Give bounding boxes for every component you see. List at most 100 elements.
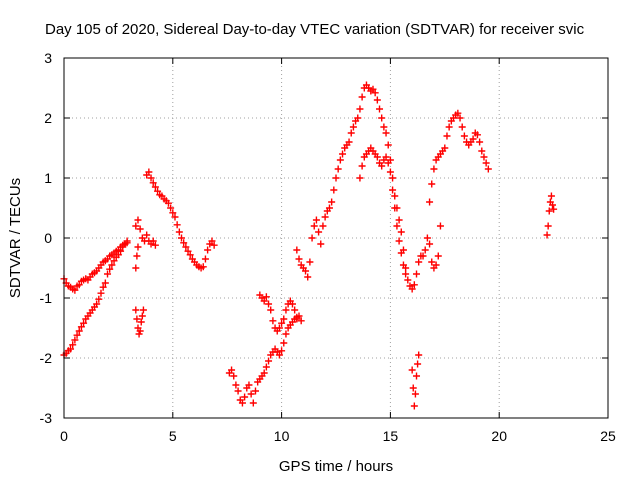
data-point [133, 315, 141, 323]
data-point [480, 153, 488, 161]
data-point [134, 216, 142, 224]
data-point [373, 153, 381, 161]
data-point [456, 114, 464, 122]
data-point [476, 138, 484, 146]
data-point [280, 315, 288, 323]
data-point [430, 165, 438, 173]
data-point [97, 289, 105, 297]
data-point [199, 263, 207, 271]
data-point [402, 270, 410, 278]
data-point [295, 255, 303, 263]
data-point [376, 105, 384, 113]
data-point [147, 174, 155, 182]
data-point [136, 225, 144, 233]
data-point [547, 192, 555, 200]
data-point [334, 165, 342, 173]
series-lower-middle-track [225, 291, 305, 407]
data-point [145, 168, 153, 176]
data-point [99, 283, 107, 291]
data-point [71, 286, 79, 294]
x-tick-label: 25 [600, 428, 616, 444]
data-point [262, 293, 270, 301]
data-point [80, 319, 88, 327]
data-point [373, 96, 381, 104]
data-point [460, 132, 468, 140]
data-point [380, 123, 388, 131]
data-point [132, 306, 140, 314]
data-point [484, 165, 492, 173]
data-point [210, 241, 218, 249]
data-point [260, 297, 268, 305]
data-point [278, 347, 286, 355]
data-point [339, 150, 347, 158]
data-point [354, 114, 362, 122]
data-point [293, 315, 301, 323]
data-point [245, 381, 253, 389]
data-point [275, 351, 283, 359]
data-point [358, 93, 366, 101]
data-point [77, 323, 85, 331]
y-tick-label: -2 [40, 350, 53, 366]
data-point [399, 261, 407, 269]
data-point [133, 252, 141, 260]
data-point [408, 285, 416, 293]
x-tick-label: 10 [274, 428, 290, 444]
data-point [371, 89, 379, 97]
data-point [234, 387, 242, 395]
data-point [415, 351, 423, 359]
data-point [384, 141, 392, 149]
data-point [154, 187, 162, 195]
x-tick-label: 5 [169, 428, 177, 444]
series-rise-to-peak [293, 81, 425, 293]
data-point [228, 366, 236, 374]
data-point [93, 300, 101, 308]
data-point [345, 138, 353, 146]
data-point [208, 237, 216, 245]
data-point [336, 156, 344, 164]
data-point [414, 360, 422, 368]
data-point [143, 231, 151, 239]
data-point [482, 159, 490, 167]
data-point [302, 267, 310, 275]
y-tick-label: -1 [40, 290, 53, 306]
data-point [267, 306, 275, 314]
series-second-rise [419, 109, 492, 272]
data-point [312, 216, 320, 224]
data-point [473, 131, 481, 139]
data-point [349, 123, 357, 131]
data-point [304, 273, 312, 281]
data-point [288, 300, 296, 308]
data-point [262, 363, 270, 371]
data-point [306, 258, 314, 266]
data-point [282, 306, 290, 314]
data-point [139, 306, 147, 314]
data-point [413, 372, 421, 380]
data-point [428, 258, 436, 266]
data-point [415, 258, 423, 266]
data-point [251, 387, 259, 395]
chart-title: Day 105 of 2020, Sidereal Day-to-day VTE… [45, 21, 585, 38]
data-point [443, 132, 451, 140]
data-point [167, 204, 175, 212]
data-point [149, 179, 157, 187]
data-point [278, 319, 286, 327]
y-tick-label: 3 [44, 50, 52, 66]
data-point [95, 295, 103, 303]
data-point [358, 162, 366, 170]
data-point [408, 366, 416, 374]
y-tick-label: 1 [44, 170, 52, 186]
data-point [330, 186, 338, 194]
data-point [397, 228, 405, 236]
data-point [411, 390, 419, 398]
data-point [265, 300, 273, 308]
data-point [204, 246, 212, 254]
data-point [310, 222, 318, 230]
data-point [404, 276, 412, 284]
data-point [378, 162, 386, 170]
data-point [132, 222, 140, 230]
data-point [260, 369, 268, 377]
data-point [389, 186, 397, 194]
data-point [328, 198, 336, 206]
data-point [182, 243, 190, 251]
